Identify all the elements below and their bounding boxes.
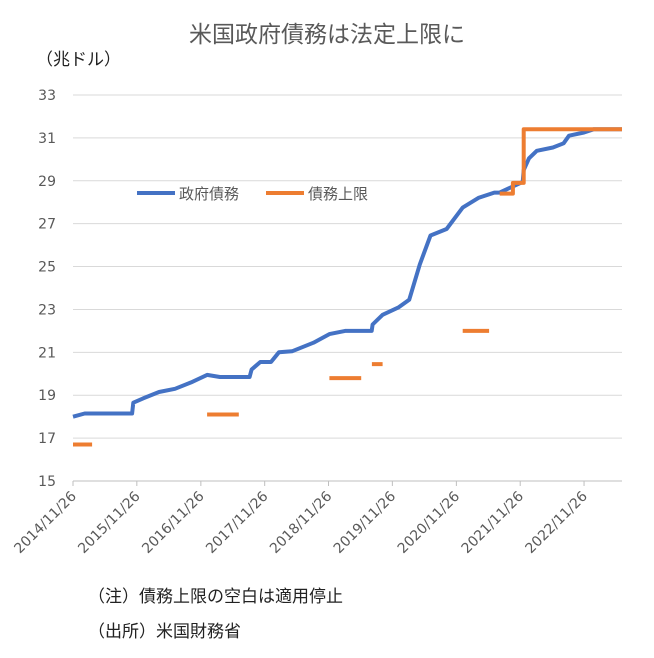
y-axis-ticks: 15 17 19 21 23 25 27 29 31 33 <box>38 88 56 490</box>
x-tick-label: 2015/11/26 <box>75 488 143 556</box>
series-line-government-debt <box>72 127 622 419</box>
x-tick-label: 2016/11/26 <box>139 488 207 556</box>
y-tick-label: 29 <box>38 174 56 190</box>
y-tick-label: 23 <box>38 302 56 318</box>
y-tick-label: 17 <box>38 431 56 447</box>
y-axis-unit-label: （兆ドル） <box>36 50 121 70</box>
footnote-source: （出所）米国財務省 <box>88 622 241 642</box>
chart-title: 米国政府債務は法定上限に <box>189 22 465 48</box>
x-tick-label: 2020/11/26 <box>395 488 463 556</box>
y-tick-label: 15 <box>38 474 56 490</box>
y-tick-label: 21 <box>38 345 56 361</box>
legend-label: 債務上限 <box>308 185 368 203</box>
y-tick-label: 25 <box>38 260 56 276</box>
x-tick-label: 2018/11/26 <box>267 488 335 556</box>
x-tick-label: 2021/11/26 <box>459 488 527 556</box>
y-tick-label: 31 <box>38 131 56 147</box>
x-tick-label: 2019/11/26 <box>331 488 399 556</box>
footnote-blank-explanation: （注）債務上限の空白は適用停止 <box>88 587 343 607</box>
x-axis-ticks: 2014/11/262015/11/262016/11/262017/11/26… <box>11 481 591 557</box>
y-tick-label: 19 <box>38 388 56 404</box>
legend: 政府債務 債務上限 <box>137 185 368 203</box>
x-tick-label: 2022/11/26 <box>522 488 590 556</box>
y-tick-label: 27 <box>38 217 56 233</box>
series-line-debt-ceiling <box>73 127 622 447</box>
series <box>72 127 622 447</box>
legend-label: 政府債務 <box>179 185 239 203</box>
y-tick-label: 33 <box>38 88 56 104</box>
x-tick-label: 2014/11/26 <box>11 488 79 556</box>
x-tick-label: 2017/11/26 <box>203 488 271 556</box>
gridlines <box>73 94 622 482</box>
